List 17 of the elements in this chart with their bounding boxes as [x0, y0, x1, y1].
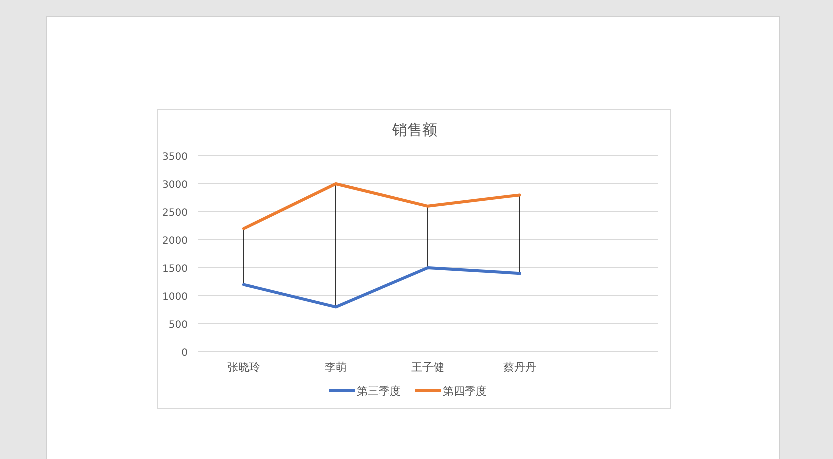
y-tick-label: 3000: [162, 180, 188, 191]
legend-label: 第三季度: [357, 385, 401, 398]
legend-label: 第四季度: [443, 385, 487, 398]
y-tick-label: 1500: [162, 264, 188, 275]
line-series: [242, 182, 522, 230]
x-tick-label: 蔡丹丹: [504, 361, 536, 374]
x-tick-label: 王子健: [412, 361, 444, 374]
chart-title: 销售额: [392, 121, 438, 139]
x-tick-label: 张晓玲: [228, 361, 260, 374]
y-tick-label: 1000: [162, 292, 188, 303]
y-tick-label: 2500: [162, 208, 188, 219]
y-tick-label: 0: [182, 348, 188, 359]
line-series: [242, 266, 522, 309]
y-tick-label: 2000: [162, 236, 188, 247]
x-tick-label: 李萌: [325, 361, 347, 374]
y-tick-label: 500: [168, 320, 188, 331]
y-tick-label: 3500: [162, 152, 188, 163]
